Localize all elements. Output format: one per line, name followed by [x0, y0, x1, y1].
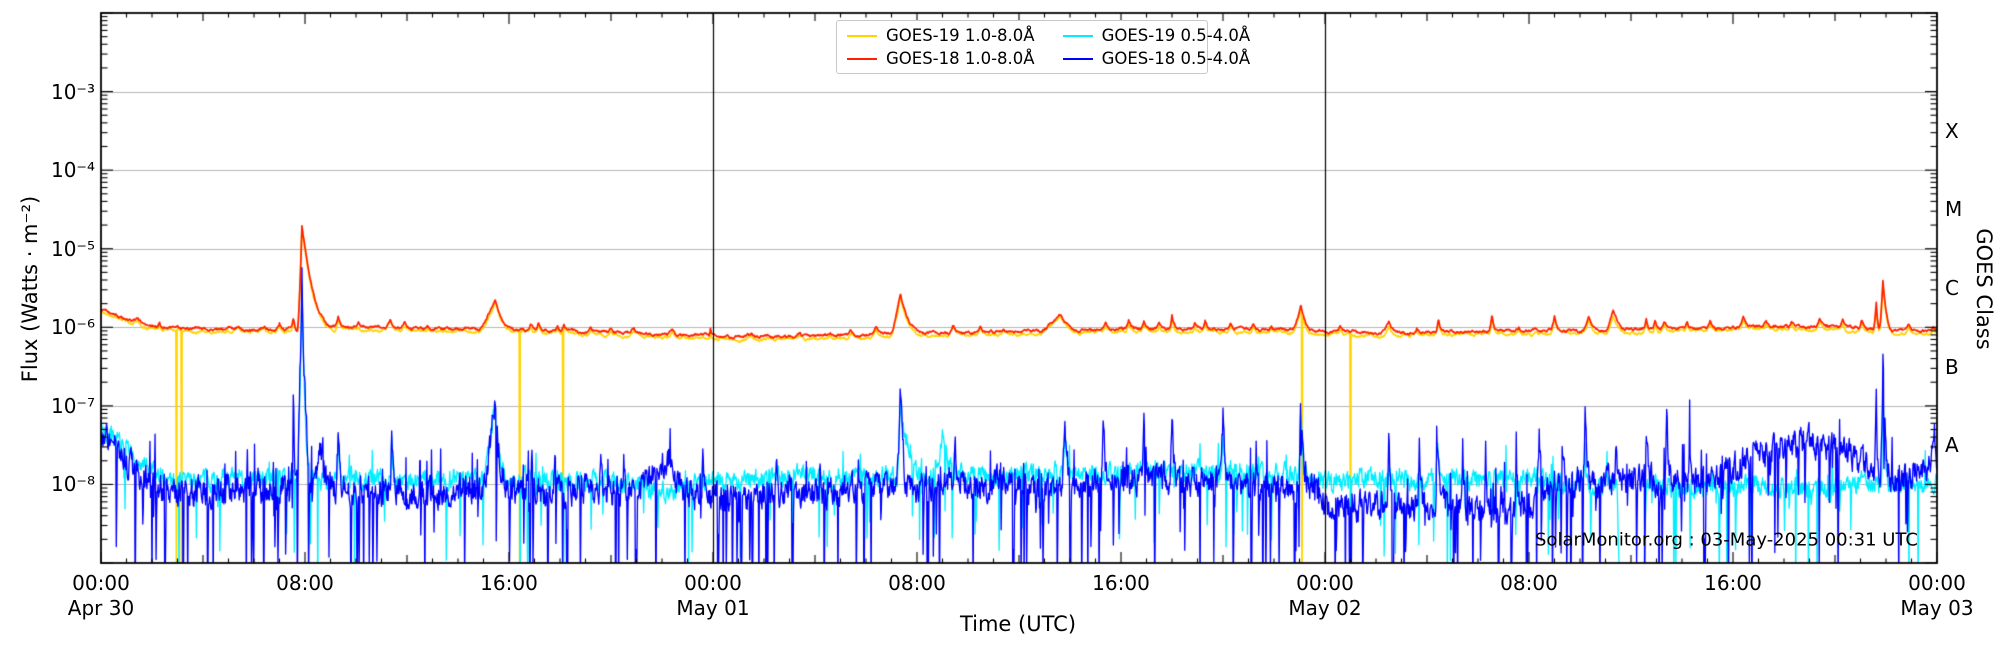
- legend-swatch-goes19-short: [1062, 34, 1093, 37]
- y-axis-title: Flux (Watts · m⁻²): [18, 195, 42, 383]
- x-day-label: May 01: [676, 596, 750, 620]
- watermark: SolarMonitor.org : 03-May-2025 00:31 UTC: [1535, 529, 1918, 551]
- goes-class-label-x: X: [1945, 118, 1959, 143]
- goes-class-label-m: M: [1945, 197, 1963, 222]
- legend-item-goes19-short: GOES-19 0.5-4.0Å: [1062, 24, 1251, 47]
- legend-label: GOES-19 0.5-4.0Å: [1101, 26, 1251, 45]
- legend: GOES-19 1.0-8.0Å GOES-18 1.0-8.0Å GOES-1…: [836, 20, 1250, 74]
- x-day-label: May 02: [1288, 596, 1362, 620]
- legend-item-goes18-short: GOES-18 0.5-4.0Å: [1062, 47, 1251, 70]
- y-tick-label: 10⁻³: [50, 79, 95, 104]
- x-tick-label: 16:00: [1704, 571, 1762, 595]
- legend-label: GOES-18 0.5-4.0Å: [1101, 49, 1251, 68]
- x-tick-label: 00:00: [1908, 571, 1966, 595]
- x-tick-label: 00:00: [684, 571, 742, 595]
- y-tick-label: 10⁻⁷: [50, 393, 95, 418]
- x-tick-label: 00:00: [1296, 571, 1354, 595]
- y-tick-label: 10⁻⁵: [50, 236, 95, 261]
- x-day-label: Apr 30: [67, 596, 135, 620]
- legend-label: GOES-18 1.0-8.0Å: [886, 49, 1035, 68]
- legend-swatch-goes18-long: [847, 57, 877, 60]
- x-tick-label: 08:00: [276, 571, 334, 595]
- legend-swatch-goes18-short: [1062, 57, 1093, 60]
- y-tick-label: 10⁻⁸: [50, 472, 95, 497]
- legend-swatch-goes19-long: [847, 34, 877, 37]
- y-tick-label: 10⁻⁴: [50, 158, 95, 183]
- goes-class-label-c: C: [1945, 276, 1959, 300]
- x-axis-title: Time (UTC): [959, 612, 1077, 636]
- x-day-label: May 03: [1900, 596, 1974, 620]
- x-tick-label: 16:00: [480, 571, 538, 595]
- x-tick-label: 08:00: [888, 571, 946, 595]
- y-tick-label: 10⁻⁶: [50, 315, 95, 340]
- x-tick-label: 00:00: [72, 571, 130, 595]
- goes-class-label-a: A: [1945, 433, 1959, 458]
- x-tick-label: 16:00: [1092, 571, 1150, 595]
- right-axis-title: GOES Class: [1972, 228, 1996, 350]
- legend-item-goes19-long: GOES-19 1.0-8.0Å: [847, 24, 1035, 47]
- x-tick-label: 08:00: [1500, 571, 1558, 595]
- legend-item-goes18-long: GOES-18 1.0-8.0Å: [847, 47, 1035, 70]
- goes-class-label-b: B: [1945, 354, 1959, 379]
- legend-label: GOES-19 1.0-8.0Å: [886, 26, 1035, 45]
